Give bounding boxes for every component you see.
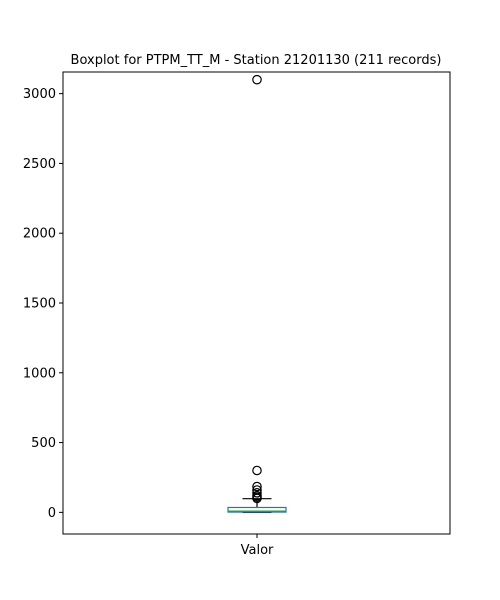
y-tick-label: 3000: [23, 87, 56, 102]
iqr-box: [227, 506, 287, 513]
outlier-point: [252, 74, 262, 85]
y-tick-label: 2500: [23, 157, 56, 172]
y-tick-label: 1000: [23, 366, 56, 381]
y-axis: 0 500 1000 1500 2000 2500 3000: [23, 87, 63, 521]
outlier-point: [252, 488, 262, 498]
y-tick-label: 0: [48, 506, 56, 521]
y-tick-label: 2000: [23, 227, 56, 242]
chart-title: Boxplot for PTPM_TT_M - Station 21201130…: [71, 53, 442, 68]
outlier-point: [252, 493, 262, 504]
plot-frame: [62, 71, 451, 535]
y-tick-label: 1500: [23, 297, 56, 312]
outlier-point: [252, 465, 262, 476]
y-tick-label: 500: [31, 436, 56, 451]
x-tick-label: Valor: [241, 543, 274, 558]
outlier-point: [252, 481, 262, 492]
boxplot-marks: [227, 74, 287, 513]
x-axis: Valor: [241, 534, 274, 558]
